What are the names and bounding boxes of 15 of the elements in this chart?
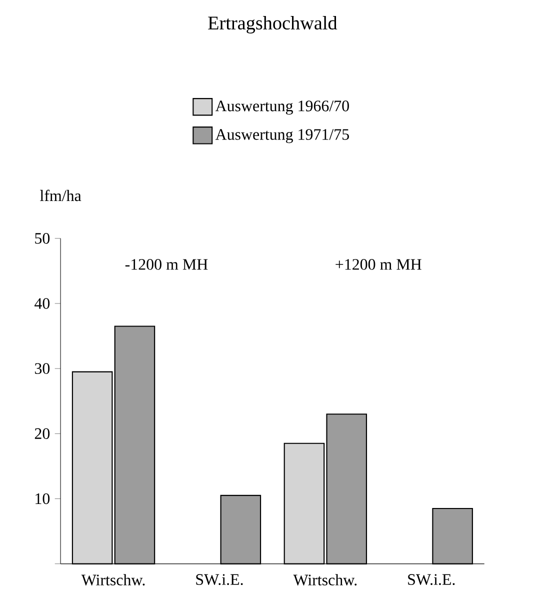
annotation: +1200 m MH xyxy=(336,259,422,270)
x-tick-label: Wirtschw. xyxy=(82,574,145,586)
y-tick-label: 50 xyxy=(35,233,50,244)
y-tick-label: 30 xyxy=(35,363,50,374)
y-tick-label: 10 xyxy=(36,493,50,504)
x-tick-label: Wirtschw. xyxy=(293,574,357,586)
y-axis-title: lfm/ha xyxy=(40,190,82,202)
legend-label: Auswertung 1971/75 xyxy=(216,129,350,144)
chart-title: Ertragshochwald xyxy=(208,16,338,34)
y-tick-label: 20 xyxy=(35,428,50,440)
x-tick-label: SW.i.E. xyxy=(408,574,455,585)
legend-label: Auswertung 1966/70 xyxy=(216,100,350,115)
annotation: -1200 m MH xyxy=(126,259,208,270)
y-tick-label: 40 xyxy=(34,298,50,309)
x-tick-label: SW.i.E. xyxy=(196,574,243,585)
